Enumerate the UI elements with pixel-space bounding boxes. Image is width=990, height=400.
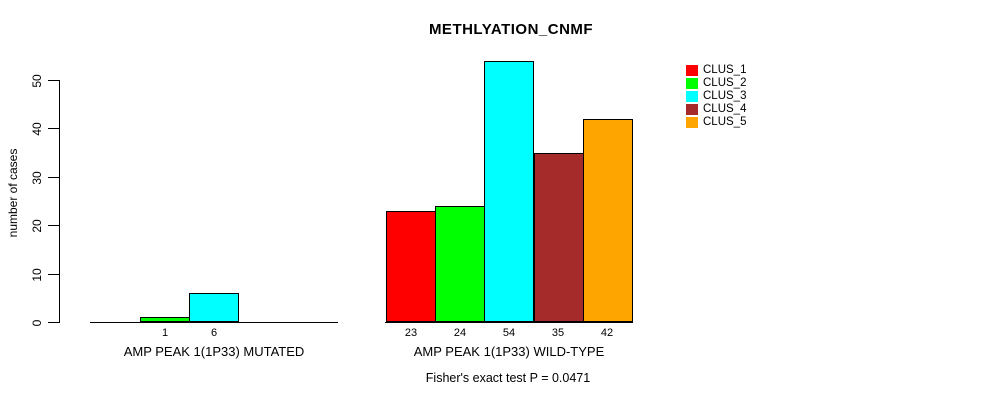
fisher-test-annotation: Fisher's exact test P = 0.0471	[425, 371, 591, 385]
legend: CLUS_1 CLUS_2 CLUS_3 CLUS_4 CLUS_5	[686, 64, 746, 129]
y-tick-label: 50	[30, 73, 44, 88]
legend-swatch-clus_4	[686, 104, 698, 115]
chart-title: METHLYATION_CNMF	[428, 21, 594, 38]
y-tick-label: 20	[30, 218, 44, 233]
y-axis-line	[59, 80, 60, 323]
bar-clus_2-group2	[435, 206, 485, 322]
legend-item: CLUS_4	[686, 103, 746, 116]
group-label: AMP PEAK 1(1P33) MUTATED	[123, 344, 305, 359]
y-tick-mark	[48, 225, 59, 226]
legend-item: CLUS_5	[686, 116, 746, 129]
legend-swatch-clus_1	[686, 65, 698, 76]
y-tick-label: 40	[30, 121, 44, 136]
x-axis-baseline	[90, 322, 338, 323]
bar-clus_2-group1	[140, 317, 190, 322]
legend-item: CLUS_3	[686, 90, 746, 103]
y-axis-title: number of cases	[6, 148, 20, 238]
bar-value-label: 35	[551, 327, 565, 339]
y-tick-label: 30	[30, 170, 44, 185]
legend-label: CLUS_3	[703, 90, 747, 102]
y-tick-label: 0	[30, 319, 44, 326]
bar-value-label: 6	[210, 327, 218, 339]
bar-value-label: 54	[502, 327, 516, 339]
legend-item: CLUS_1	[686, 64, 746, 77]
legend-label: CLUS_2	[703, 77, 747, 89]
x-axis-baseline	[385, 322, 633, 323]
y-tick-mark	[48, 274, 59, 275]
legend-swatch-clus_5	[686, 117, 698, 128]
y-tick-mark	[48, 177, 59, 178]
y-tick-mark	[48, 80, 59, 81]
legend-swatch-clus_3	[686, 91, 698, 102]
bar-clus_1-group2	[386, 211, 436, 322]
y-tick-label: 10	[30, 267, 44, 282]
bar-value-label: 42	[600, 327, 614, 339]
y-tick-mark	[48, 128, 59, 129]
bar-clus_5-group2	[583, 119, 633, 322]
bar-clus_3-group1	[189, 293, 239, 322]
legend-label: CLUS_5	[703, 116, 747, 128]
legend-label: CLUS_4	[703, 103, 747, 115]
y-tick-mark	[48, 322, 59, 323]
bar-clus_4-group2	[534, 153, 584, 322]
bar-value-label: 24	[453, 327, 467, 339]
bar-clus_3-group2	[484, 61, 534, 322]
legend-label: CLUS_1	[703, 64, 747, 76]
bar-value-label: 1	[161, 327, 169, 339]
legend-swatch-clus_2	[686, 78, 698, 89]
bar-value-label: 23	[404, 327, 418, 339]
legend-item: CLUS_2	[686, 77, 746, 90]
group-label: AMP PEAK 1(1P33) WILD-TYPE	[413, 344, 605, 359]
